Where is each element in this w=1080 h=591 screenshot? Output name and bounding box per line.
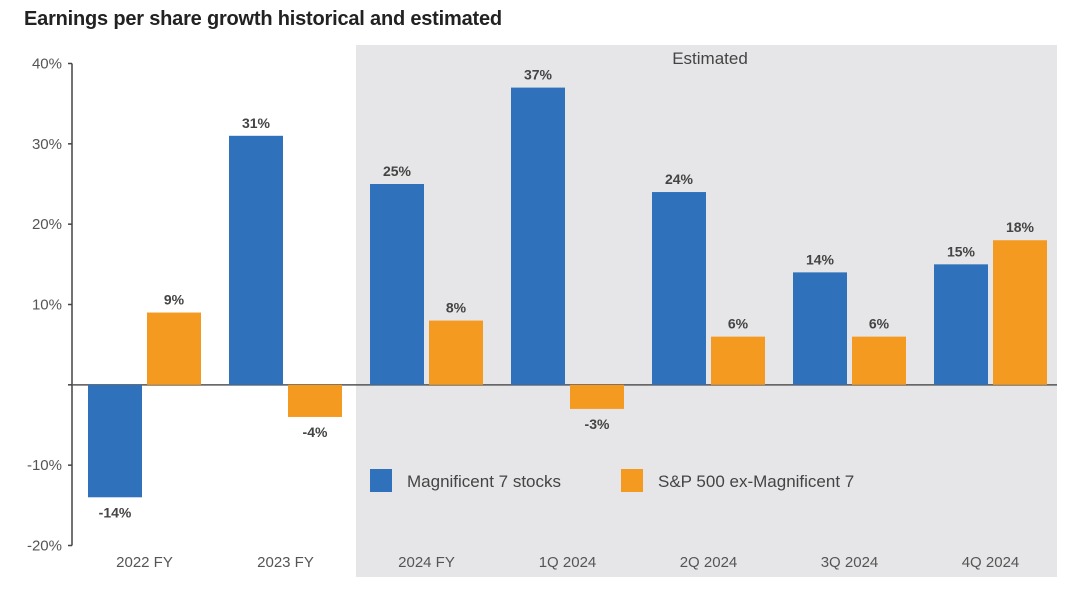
category-label: 2023 FY bbox=[257, 554, 314, 571]
y-tick-label: -20% bbox=[27, 538, 62, 555]
data-label: 15% bbox=[947, 243, 976, 259]
data-label: -14% bbox=[99, 504, 132, 520]
data-label: 14% bbox=[806, 251, 835, 267]
estimated-label: Estimated bbox=[672, 49, 748, 68]
bar-mag7-3 bbox=[511, 87, 565, 385]
bar-mag7-6 bbox=[934, 264, 988, 385]
legend-label-1: S&P 500 ex-Magnificent 7 bbox=[658, 472, 854, 491]
chart-title: Earnings per share growth historical and… bbox=[24, 8, 502, 30]
bar-sp500-ex-6 bbox=[993, 240, 1047, 385]
legend-swatch-0 bbox=[370, 469, 392, 492]
bar-mag7-4 bbox=[652, 192, 706, 385]
bar-sp500-ex-2 bbox=[429, 320, 483, 385]
bar-sp500-ex-5 bbox=[852, 336, 906, 385]
data-label: 6% bbox=[728, 316, 749, 332]
data-label: -4% bbox=[303, 424, 328, 440]
category-label: 2024 FY bbox=[398, 554, 455, 571]
category-label: 2022 FY bbox=[116, 554, 173, 571]
legend-swatch-1 bbox=[621, 469, 643, 492]
data-label: 8% bbox=[446, 300, 467, 316]
category-label: 3Q 2024 bbox=[821, 554, 879, 571]
bar-mag7-1 bbox=[229, 135, 283, 385]
y-tick-label: 10% bbox=[32, 297, 62, 314]
category-label: 4Q 2024 bbox=[962, 554, 1020, 571]
bar-mag7-0 bbox=[88, 384, 142, 498]
data-label: -3% bbox=[585, 416, 610, 432]
bar-mag7-2 bbox=[370, 184, 424, 385]
legend-label-0: Magnificent 7 stocks bbox=[407, 472, 561, 491]
y-tick-label: -10% bbox=[27, 457, 62, 474]
category-label: 2Q 2024 bbox=[680, 554, 738, 571]
y-tick-label: 40% bbox=[32, 56, 62, 73]
data-label: 37% bbox=[524, 67, 553, 83]
data-label: 9% bbox=[164, 292, 185, 308]
data-label: 6% bbox=[869, 316, 890, 332]
data-label: 24% bbox=[665, 171, 694, 187]
bar-sp500-ex-0 bbox=[147, 312, 201, 385]
bar-sp500-ex-1 bbox=[288, 384, 342, 417]
category-label: 1Q 2024 bbox=[539, 554, 597, 571]
bar-mag7-5 bbox=[793, 272, 847, 385]
bar-sp500-ex-4 bbox=[711, 336, 765, 385]
y-tick-label: 20% bbox=[32, 216, 62, 233]
data-label: 25% bbox=[383, 163, 412, 179]
y-tick-label: 30% bbox=[32, 136, 62, 153]
bar-sp500-ex-3 bbox=[570, 384, 624, 409]
data-label: 18% bbox=[1006, 219, 1035, 235]
data-label: 31% bbox=[242, 115, 271, 131]
